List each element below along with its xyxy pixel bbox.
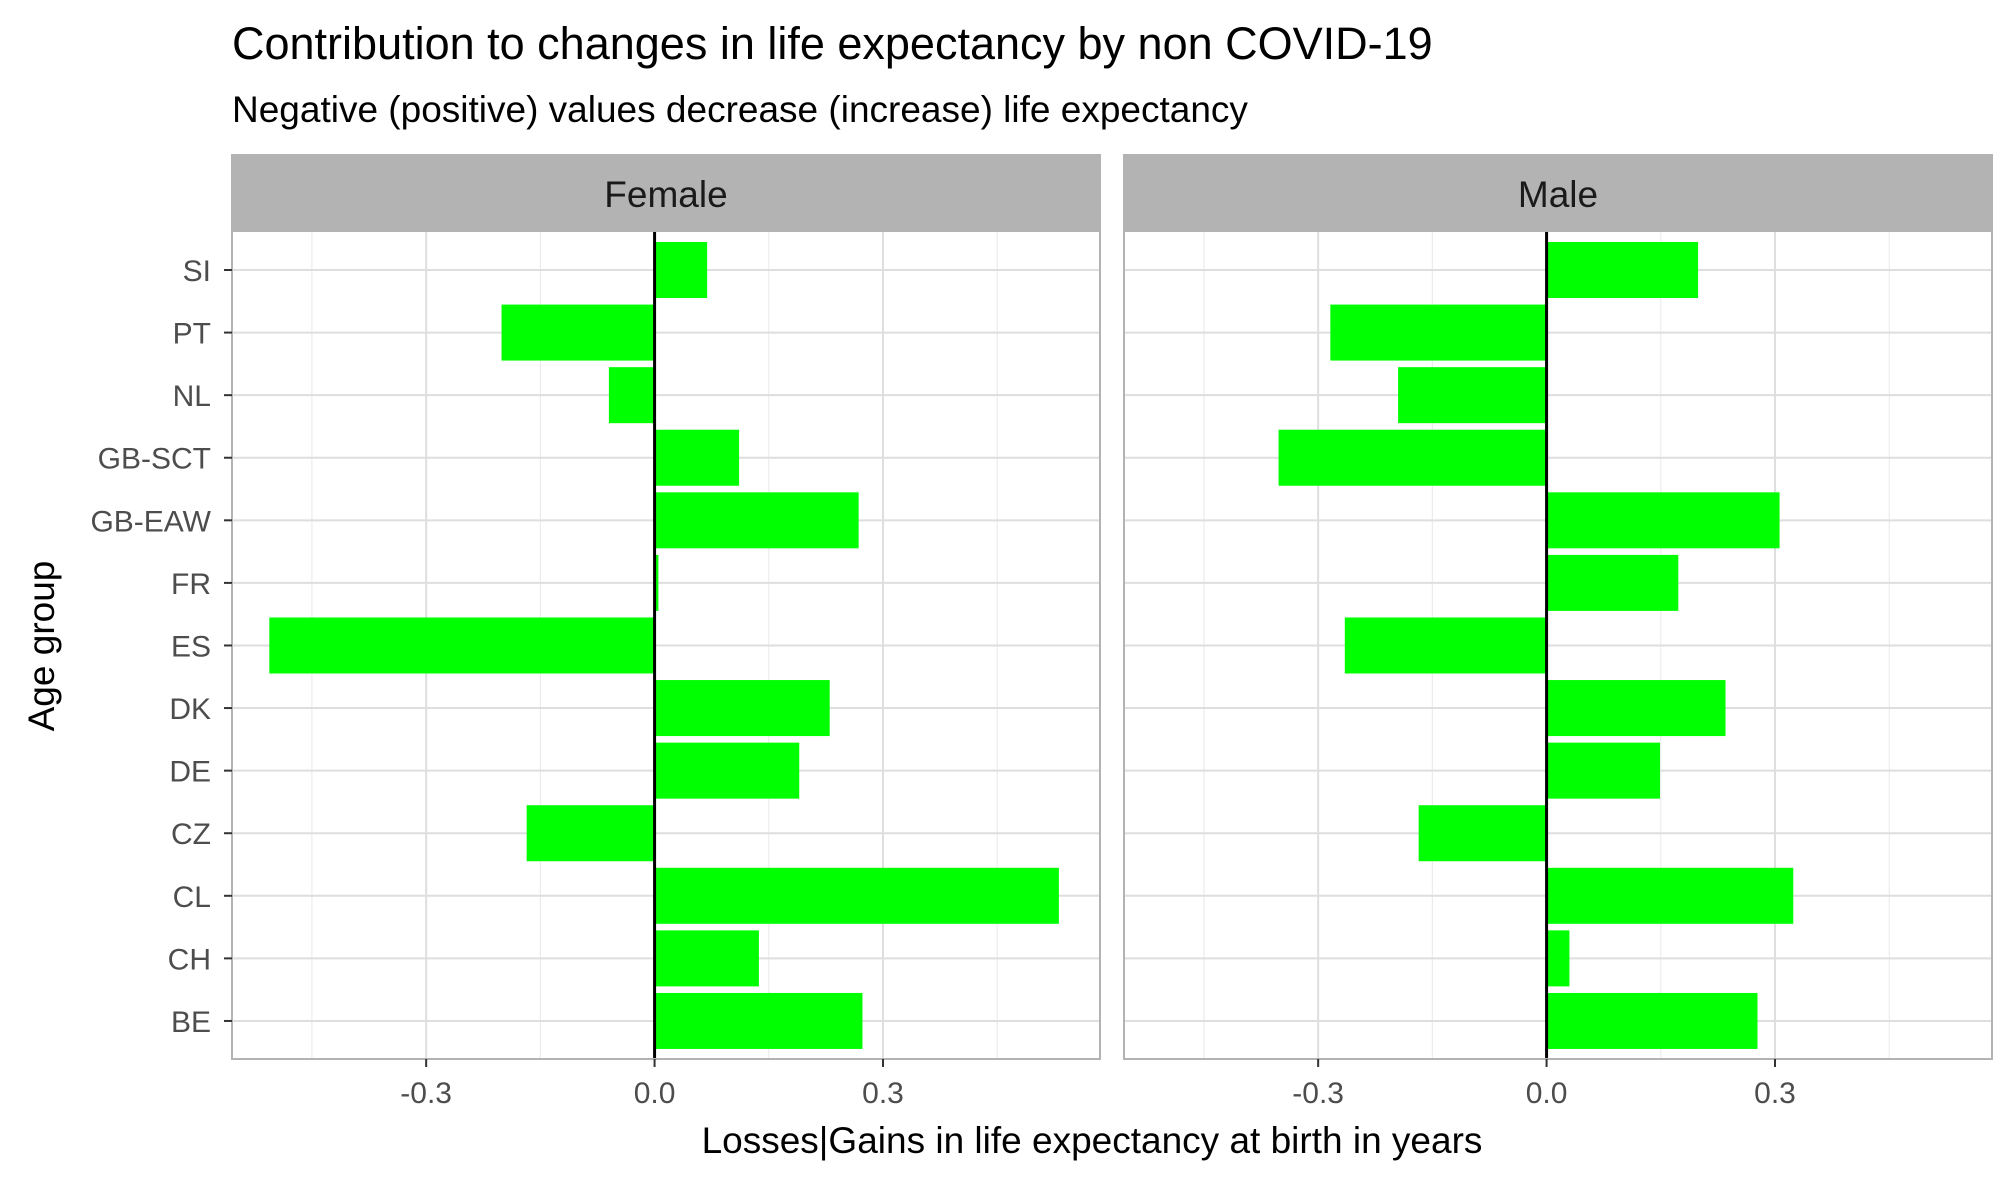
- facet-strip: [1123, 154, 1993, 232]
- bar-female-gb-sct: [654, 429, 740, 486]
- bar-male-fr: [1546, 554, 1679, 611]
- bar-male-de: [1546, 742, 1661, 799]
- bar-male-pt: [1330, 304, 1547, 361]
- bar-female-fr: [654, 554, 659, 611]
- y-tick-label: DK: [169, 693, 211, 726]
- y-tick-label: CH: [168, 943, 211, 976]
- facet-label: Male: [1518, 174, 1598, 215]
- y-tick-label: CL: [173, 881, 211, 914]
- bar-male-es: [1344, 617, 1547, 674]
- y-tick-label: BE: [171, 1006, 211, 1039]
- bar-female-dk: [654, 680, 830, 737]
- x-tick-label: 0.0: [1526, 1077, 1568, 1110]
- y-tick-label: DE: [169, 756, 211, 789]
- chart-title: Contribution to changes in life expectan…: [232, 18, 1433, 69]
- bar-female-cl: [654, 867, 1059, 924]
- x-axis-title: Losses|Gains in life expectancy at birth…: [702, 1120, 1483, 1161]
- bar-female-nl: [608, 367, 655, 424]
- chart-subtitle: Negative (positive) values decrease (inc…: [232, 89, 1248, 130]
- y-tick-label: ES: [171, 630, 211, 663]
- y-tick-label: FR: [171, 568, 211, 601]
- bar-male-nl: [1398, 367, 1547, 424]
- bar-male-dk: [1546, 680, 1726, 737]
- facet-label: Female: [604, 174, 727, 215]
- y-tick-label: NL: [173, 380, 211, 413]
- x-tick-label: -0.3: [400, 1077, 452, 1110]
- bar-female-es: [269, 617, 655, 674]
- x-tick-label: 0.3: [1754, 1077, 1796, 1110]
- y-axis-title: Age group: [21, 561, 62, 732]
- bar-male-gb-eaw: [1546, 492, 1780, 549]
- x-tick-label: -0.3: [1292, 1077, 1344, 1110]
- bar-female-gb-eaw: [654, 492, 859, 549]
- x-tick-label: 0.3: [862, 1077, 904, 1110]
- y-tick-label: CZ: [171, 818, 211, 851]
- facet-strip: [231, 154, 1101, 232]
- bar-male-cl: [1546, 867, 1794, 924]
- bar-female-cz: [526, 805, 655, 862]
- bar-male-si: [1546, 242, 1699, 298]
- bar-male-cz: [1418, 805, 1547, 862]
- bar-male-be: [1546, 992, 1758, 1049]
- bar-female-be: [654, 992, 863, 1049]
- x-tick-label: 0.0: [634, 1077, 676, 1110]
- bar-male-ch: [1546, 930, 1570, 987]
- bar-female-pt: [501, 304, 655, 361]
- y-tick-label: PT: [173, 318, 211, 351]
- facets: Female -0.3 0.0 0.3 Male -0.3 0.0 0.3 BE CH CL CZ DE…: [90, 154, 1993, 1110]
- bar-female-ch: [654, 930, 759, 987]
- bar-male-gb-sct: [1278, 429, 1547, 486]
- y-tick-label: GB-SCT: [98, 443, 211, 476]
- y-tick-label: GB-EAW: [90, 505, 211, 538]
- panel-border: [1123, 230, 1993, 1060]
- y-tick-label: SI: [183, 255, 211, 288]
- bar-female-de: [654, 742, 800, 799]
- bar-female-si: [654, 242, 708, 298]
